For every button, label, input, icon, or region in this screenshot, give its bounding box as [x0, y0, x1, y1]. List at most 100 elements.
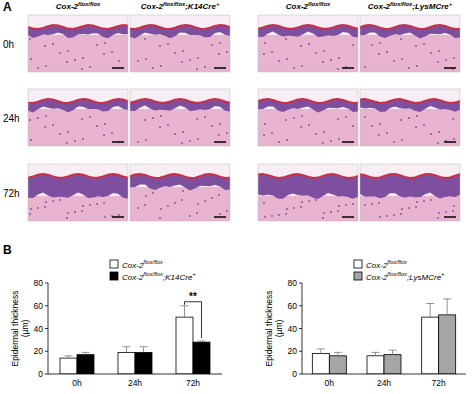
bar — [118, 352, 135, 374]
nucleus — [371, 125, 373, 127]
error-bar — [123, 347, 131, 353]
image-bg — [28, 164, 128, 221]
nucleus — [300, 45, 302, 47]
nucleus — [453, 205, 455, 207]
nucleus — [89, 204, 91, 206]
stratum-corneum — [360, 25, 460, 29]
stratum-corneum — [258, 99, 358, 103]
image-bg — [130, 15, 230, 72]
image-frame — [258, 89, 358, 146]
stratum-corneum — [130, 99, 230, 103]
nucleus — [423, 43, 425, 45]
error-bar — [198, 341, 206, 342]
nucleus — [416, 65, 418, 67]
nucleus — [322, 217, 324, 219]
nucleus — [430, 199, 432, 201]
text-segment: Cox-2 — [122, 273, 144, 282]
nucleus — [308, 43, 310, 45]
nucleus — [393, 60, 395, 62]
nucleus — [401, 139, 403, 141]
nucleus — [337, 118, 339, 120]
image-bg — [258, 15, 358, 72]
nucleus — [30, 208, 32, 210]
nucleus — [144, 204, 146, 206]
nucleus — [437, 217, 439, 219]
scale-bar — [444, 216, 456, 218]
stratum-corneum — [28, 99, 128, 103]
y-tick-label: 40 — [34, 324, 44, 334]
nucleus — [197, 138, 199, 140]
y-tick — [45, 283, 48, 284]
nucleus — [338, 57, 340, 59]
dermis — [360, 35, 460, 72]
error-cap — [82, 352, 90, 353]
nucleus — [59, 199, 61, 201]
legend-label: Cox-2flox/flox;K14Cre+ — [122, 271, 196, 281]
nucleus — [423, 124, 425, 126]
error-cap — [65, 355, 73, 356]
image-bg — [130, 164, 230, 221]
x-tick-label: 72h — [432, 378, 446, 388]
nucleus — [452, 118, 454, 120]
nucleus — [271, 132, 273, 134]
nucleus — [452, 210, 454, 212]
y-tick-label: 40 — [288, 324, 298, 334]
nucleus — [401, 58, 403, 60]
label-line: Epidermal thickness — [264, 290, 274, 366]
nucleus — [174, 52, 176, 54]
text-segment: ;K14Cre — [163, 273, 193, 282]
x-tick-label: 72h — [186, 378, 200, 388]
nucleus — [181, 142, 183, 144]
nucleus — [45, 65, 47, 67]
image-frame — [258, 164, 358, 221]
text-segment: Cox-2 — [286, 2, 309, 11]
legend-swatch — [110, 272, 118, 280]
histology-image — [28, 15, 128, 72]
plot-area — [60, 306, 210, 374]
image-bg — [28, 15, 128, 72]
stratum-corneum — [130, 174, 230, 178]
error-stem — [320, 349, 321, 354]
image-frame — [28, 164, 128, 221]
nucleus — [315, 199, 317, 201]
nucleus — [137, 60, 139, 62]
nucleus — [30, 58, 32, 60]
image-bg — [28, 89, 128, 146]
nucleus — [386, 132, 388, 134]
nucleus — [182, 131, 184, 133]
column-header: Cox-2flox/flox — [56, 1, 101, 11]
nucleus — [29, 119, 31, 121]
nucleus — [104, 42, 106, 44]
scale-bar — [112, 216, 124, 218]
nucleus — [330, 59, 332, 61]
image-frame — [258, 15, 358, 72]
nucleus — [364, 116, 366, 118]
y-tick — [45, 305, 48, 306]
error-stem — [184, 306, 185, 317]
nucleus — [364, 66, 366, 68]
y-tick-label: 20 — [288, 346, 298, 356]
nucleus — [437, 61, 439, 63]
nucleus — [416, 115, 418, 117]
histology-image — [130, 15, 230, 72]
y-tick-label: 20 — [34, 346, 44, 356]
epidermis — [360, 25, 460, 38]
dermis — [258, 196, 358, 221]
text-segment: Cox-2 — [366, 261, 388, 270]
column-header: Cox-2flox/flox;LysMCre+ — [368, 1, 453, 11]
bar-chart: Epidermal thickness(µm)0204060800h24h72h… — [10, 259, 222, 388]
error-stem — [143, 347, 144, 353]
nucleus — [89, 116, 91, 118]
y-tick — [45, 374, 48, 375]
nucleus — [438, 50, 440, 52]
nucleus — [37, 207, 39, 209]
y-tick — [299, 328, 302, 329]
nucleus — [293, 207, 295, 209]
nucleus — [82, 205, 84, 207]
nucleus — [196, 212, 198, 214]
image-frame — [28, 15, 128, 72]
nucleus — [111, 51, 113, 53]
nucleus — [393, 214, 395, 216]
nucleus — [416, 201, 418, 203]
error-cap — [140, 346, 148, 347]
